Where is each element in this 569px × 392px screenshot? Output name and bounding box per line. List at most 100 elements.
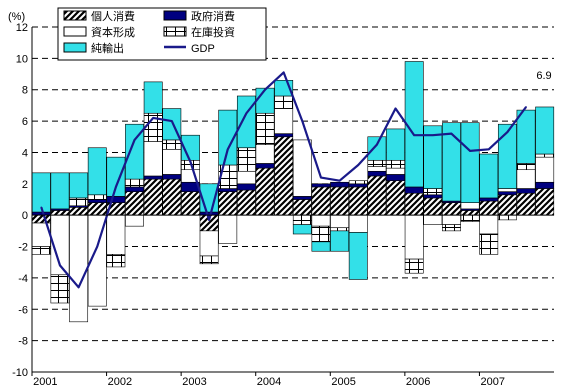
bar-personal [292,199,312,216]
bar-net_exports [479,153,499,199]
bar-government [479,197,499,202]
bar-personal [181,191,200,216]
y-tick-label: -10 [12,367,28,379]
y-tick-label: 8 [22,85,28,97]
bar-capital [199,230,219,257]
bar-inventory [31,246,51,255]
bar-personal [218,191,238,216]
bar-net_exports [404,61,424,188]
gdp-point [450,132,453,135]
gdp-point [264,88,266,91]
bar-government [255,163,275,169]
legend-swatch-inventory [163,26,187,37]
bar-net_exports [106,156,126,197]
bar-net_exports [50,172,70,210]
legend-item-personal: 個人消費 [63,9,135,23]
bar-personal [423,197,443,216]
x-tick-label: 2003 [182,376,206,387]
bar-inventory [50,274,70,304]
bar-personal [479,200,499,216]
bar-net_exports [367,136,387,161]
bar-capital [423,214,443,225]
gdp-point [432,134,434,137]
bar-personal [404,192,424,216]
gdp-point [394,107,397,110]
bar-government [292,196,312,200]
bar-inventory [199,255,219,265]
bar-personal [386,180,405,216]
bar-net_exports [31,172,51,213]
y-tick-label: 0 [22,210,28,222]
bar-inventory [460,214,480,222]
gdp-point [376,143,378,146]
bar-capital [162,149,182,175]
gdp-point [96,245,99,248]
bar-personal [125,191,144,216]
bar-inventory [535,153,555,158]
bar-inventory [236,147,256,172]
unit-label: (%) [8,11,25,23]
bar-net_exports [386,128,405,161]
legend-box [57,7,267,61]
legend-item-gdp: GDP [164,43,215,55]
legend-item-net-exports: 純輸出 [63,41,124,55]
bar-government [516,188,536,194]
gdp-point [469,150,471,152]
x-tick-label: 2006 [406,376,430,387]
y-tick-label: 10 [16,53,28,65]
bar-inventory [423,188,443,196]
bar-net_exports [330,230,350,252]
bar-net_exports [348,232,368,280]
bar-government [236,183,256,191]
bar-inventory [497,214,517,221]
legend-item-inventory: 在庫投資 [163,25,235,39]
gdp-point [338,179,341,182]
y-tick-label: -8 [18,336,28,348]
bar-net_exports [292,224,312,235]
bar-personal [516,192,536,216]
gdp-point [152,117,154,119]
x-tick-label: 2002 [108,376,132,387]
gdp-point [506,131,509,133]
bar-capital [125,214,144,227]
gdp-point [115,186,117,188]
bar-inventory [162,139,182,150]
bar-inventory [292,214,312,225]
y-tick-label: 2 [22,179,28,191]
x-tick-label: 2001 [33,376,57,387]
bar-inventory [125,178,144,188]
bar-government [162,174,182,180]
bar-inventory [311,225,331,243]
bar-personal [31,214,51,224]
bar-net_exports [497,123,517,189]
bar-personal [69,207,89,216]
bar-government [218,188,238,192]
y-tick-label: -6 [18,304,28,316]
bar-inventory [367,159,387,167]
gdp-point [226,148,229,151]
bar-personal [311,186,331,216]
gdp-point [171,120,173,122]
bar-inventory [404,258,424,274]
legend: 個人消費 政府消費 資本形成 在庫投資 純輸出 GDP [57,7,267,61]
bar-capital [348,214,368,233]
bar-net_exports [218,109,238,166]
legend-item-government: 政府消費 [163,9,235,23]
bar-government [143,175,163,180]
bar-capital [460,202,480,210]
y-tick-label: -4 [18,273,28,285]
bar-inventory [386,159,405,169]
bar-capital [367,166,387,172]
bar-capital [535,156,555,183]
bar-net_exports [311,241,331,252]
bar-government [404,186,424,194]
bar-capital [479,214,499,235]
legend-label-net-exports: 純輸出 [91,41,124,55]
legend-swatch-net-exports [63,42,87,53]
bar-capital [236,170,256,185]
y-tick-label: 6 [22,116,28,128]
legend-swatch-personal [63,10,87,21]
bar-inventory [348,180,368,185]
